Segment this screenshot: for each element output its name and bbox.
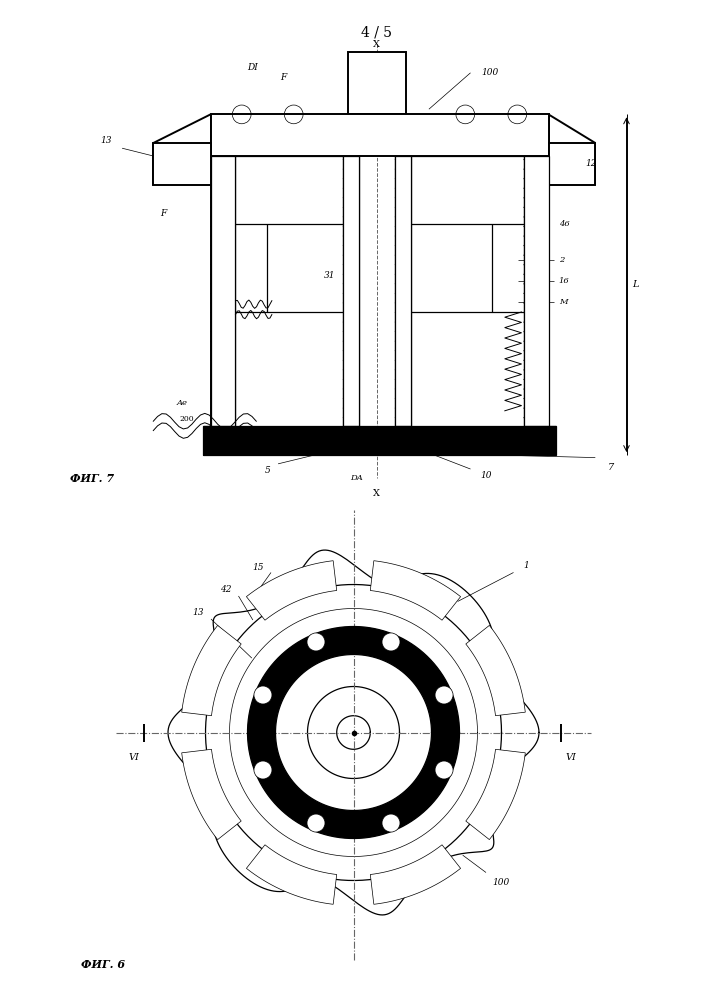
Text: 100: 100: [492, 878, 510, 887]
Circle shape: [382, 814, 400, 832]
Text: ФИГ. 7: ФИГ. 7: [70, 473, 115, 484]
Circle shape: [307, 633, 325, 651]
Text: X: X: [373, 40, 380, 49]
Circle shape: [307, 814, 325, 832]
Text: 10: 10: [480, 471, 492, 480]
Text: X: X: [373, 489, 380, 498]
Polygon shape: [466, 749, 525, 840]
Text: L: L: [631, 280, 638, 289]
Circle shape: [435, 761, 453, 779]
Text: VI: VI: [566, 753, 576, 762]
Text: 46: 46: [559, 220, 570, 228]
Polygon shape: [370, 845, 460, 904]
Text: 12: 12: [585, 159, 597, 168]
Text: 13: 13: [193, 608, 204, 617]
Text: 13: 13: [101, 136, 112, 145]
Circle shape: [254, 686, 272, 704]
Text: DA: DA: [350, 474, 363, 482]
Polygon shape: [549, 143, 595, 185]
Polygon shape: [203, 426, 556, 455]
Polygon shape: [211, 156, 235, 426]
Text: 16: 16: [559, 277, 570, 285]
Polygon shape: [524, 156, 549, 426]
Text: 15: 15: [252, 563, 264, 572]
Polygon shape: [466, 625, 525, 716]
Text: 100: 100: [481, 68, 498, 77]
Polygon shape: [247, 561, 337, 620]
Text: 31: 31: [325, 271, 336, 280]
Text: 5: 5: [265, 466, 271, 475]
Text: VI: VI: [128, 753, 139, 762]
Polygon shape: [182, 625, 241, 716]
Polygon shape: [395, 156, 411, 426]
Polygon shape: [211, 114, 549, 156]
Text: 7: 7: [608, 464, 614, 473]
Text: 200: 200: [180, 415, 194, 423]
Text: F: F: [280, 74, 286, 83]
Text: F: F: [160, 209, 167, 218]
Polygon shape: [182, 749, 241, 840]
Text: M: M: [559, 298, 568, 306]
Polygon shape: [370, 561, 460, 620]
Text: 42: 42: [221, 585, 232, 594]
Circle shape: [435, 686, 453, 704]
Polygon shape: [153, 143, 211, 185]
Polygon shape: [247, 627, 460, 838]
Circle shape: [254, 761, 272, 779]
Text: 1: 1: [523, 560, 529, 570]
Polygon shape: [349, 52, 406, 114]
Polygon shape: [343, 156, 358, 426]
Text: 2: 2: [559, 256, 564, 264]
Text: DI: DI: [247, 63, 257, 72]
Text: ФИГ. 6: ФИГ. 6: [81, 960, 125, 970]
Text: Ae: Ae: [177, 399, 187, 407]
Polygon shape: [247, 845, 337, 904]
Text: 4 / 5: 4 / 5: [361, 26, 392, 40]
Circle shape: [382, 633, 400, 651]
